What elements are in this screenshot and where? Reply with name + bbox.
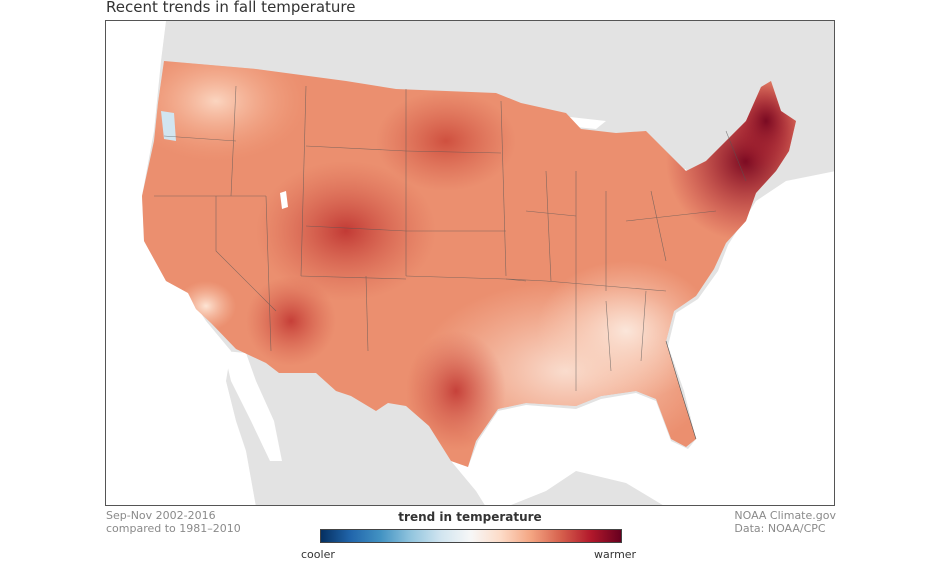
- credit-caption: NOAA Climate.gov Data: NOAA/CPC: [734, 509, 836, 535]
- legend-low-label: cooler: [301, 548, 335, 561]
- legend-title: trend in temperature: [398, 510, 542, 524]
- period-caption: Sep-Nov 2002-2016 compared to 1981–2010: [106, 509, 241, 535]
- temperature-trend-map: [105, 20, 835, 506]
- period-text: Sep-Nov 2002-2016: [106, 509, 216, 522]
- legend-color-scale: [320, 529, 622, 543]
- map-title: Recent trends in fall temperature: [106, 0, 356, 16]
- credit-text: NOAA Climate.gov: [734, 509, 836, 522]
- legend-high-label: warmer: [594, 548, 637, 561]
- baseline-text: compared to 1981–2010: [106, 522, 241, 535]
- data-source-text: Data: NOAA/CPC: [734, 522, 826, 535]
